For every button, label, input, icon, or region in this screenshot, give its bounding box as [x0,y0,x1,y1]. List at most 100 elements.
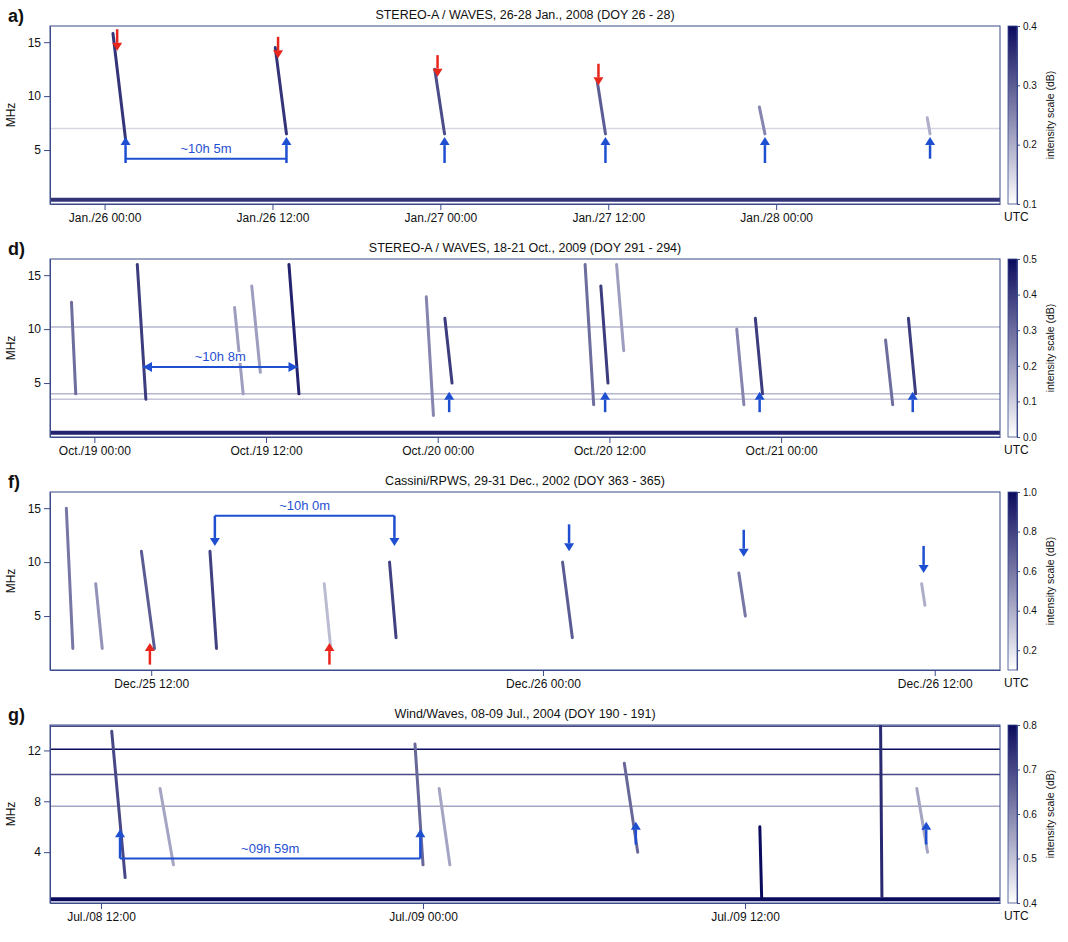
x-tick: Jan./26 00:00 [69,204,142,225]
colorbar-title: intensity scale (dB) [1044,537,1056,626]
arrow-head [564,543,574,551]
arrow-head [600,137,610,145]
x-tick-mark [438,437,439,443]
plot-background [50,492,1000,670]
arrow-shaft [635,830,638,845]
colorbar-tick-label: 0.8 [1023,526,1037,537]
colorbar-title: intensity scale (dB) [1044,770,1056,859]
plot-frame [50,492,1000,670]
colorbar-tick-mark [1017,26,1020,27]
colorbar-tick-mark [1017,859,1020,860]
colorbar-tick-label: 0.3 [1023,80,1037,91]
colorbar-tick-label: 0.2 [1023,139,1037,150]
x-tick: Jan./27 12:00 [572,204,645,225]
arrow [112,29,122,51]
plot-frame [50,725,1000,903]
arrow-shaft [443,145,446,163]
arrow [739,530,749,557]
burst [585,264,594,404]
arrow [921,822,931,845]
y-tick-mark [44,562,50,563]
emission-line [50,806,1000,808]
burst [435,69,445,134]
arrow-head [921,822,931,830]
x-tick: Jul./09 00:00 [389,903,458,924]
colorbar-tick-label: 0.5 [1023,853,1037,864]
colorbar-axis-line [1017,260,1018,438]
panel-label: f) [8,472,20,492]
arrow-shaft [393,516,396,538]
y-tick-label: 5 [34,376,41,390]
colorbar-tick: 0.2 [1017,645,1037,656]
arrow-shaft [925,830,928,845]
y-tick-label: 12 [28,744,42,758]
x-axis: Dec./25 12:00Dec./26 00:00Dec./26 12:00 [51,670,1001,691]
interval-arrow-head [289,362,298,372]
colorbar-tick: 0.4 [1017,605,1037,616]
x-tick-mark [440,204,441,210]
colorbar-tick: 0.8 [1017,720,1037,731]
y-tick-label: 15 [28,36,42,50]
colorbar-tick-label: 0.3 [1023,325,1037,336]
y-tick: 10 [28,89,50,103]
arrow-head [919,565,929,573]
y-tick-label: 4 [34,845,41,859]
y-tick-mark [44,750,50,751]
y-tick: 15 [28,269,50,283]
x-tick-mark [266,437,267,443]
burst [601,286,608,383]
arrow [324,643,334,665]
y-tick-label: 15 [28,269,42,283]
emission-line [50,128,1000,130]
annotation-labels: ~10h 8m [195,349,246,364]
colorbar-tick-mark [1017,725,1020,726]
arrow-head [755,392,765,400]
x-tick-label: Jan./28 00:00 [740,211,813,225]
y-tick: 5 [34,143,50,157]
interval-bracket [215,515,395,517]
x-tick-label: Oct./19 12:00 [231,444,303,458]
colorbar [1008,259,1017,437]
x-tick-label: Oct./19 00:00 [59,444,131,458]
x-tick: Jan./26 12:00 [237,204,310,225]
arrow-shaft [124,145,127,163]
colorbar-tick-mark [1017,532,1020,533]
x-tick-mark [151,670,152,676]
arrow-shaft [604,145,607,163]
y-tick-mark [44,42,50,43]
arrow-shaft [911,400,914,412]
burst [922,584,925,606]
x-axis-line [51,204,1001,205]
burst [113,34,126,140]
y-tick-mark [44,150,50,151]
arrow [631,822,641,845]
figure: ~10h 5mJan./26 00:00Jan./26 12:00Jan./27… [0,0,1068,942]
x-axis-unit: UTC [1004,909,1029,923]
burst [275,48,286,134]
x-tick-label: Oct./20 12:00 [574,444,646,458]
panel: ~10h 8m Oct./19 00:00 Oct./19 12:00 Oct./20… [4,239,1056,458]
colorbar-tick-mark [1017,401,1020,402]
y-tick-mark [44,329,50,330]
burst [439,789,450,865]
y-tick-mark [44,275,50,276]
y-axis-line [50,726,51,904]
colorbar-tick: 0.1 [1017,199,1037,210]
burst [445,318,452,383]
interval-bracket [120,858,420,860]
emission-line [50,326,1000,328]
burst [563,562,573,638]
arrow [273,37,283,59]
y-tick: 12 [28,744,50,758]
x-tick-mark [423,903,424,909]
colorbar-tick-label: 0.4 [1023,289,1037,300]
colorbar-title: intensity scale (dB) [1044,71,1056,160]
burst [289,264,299,393]
y-tick-mark [44,616,50,617]
x-tick-label: Jan./26 12:00 [237,211,310,225]
x-axis: Jan./26 00:00Jan./26 12:00Jan./27 00:00J… [51,204,1001,225]
arrow-head [281,137,291,145]
colorbar-tick: 0.2 [1017,139,1037,150]
y-tick-label: 5 [34,609,41,623]
colorbar [1008,492,1017,670]
